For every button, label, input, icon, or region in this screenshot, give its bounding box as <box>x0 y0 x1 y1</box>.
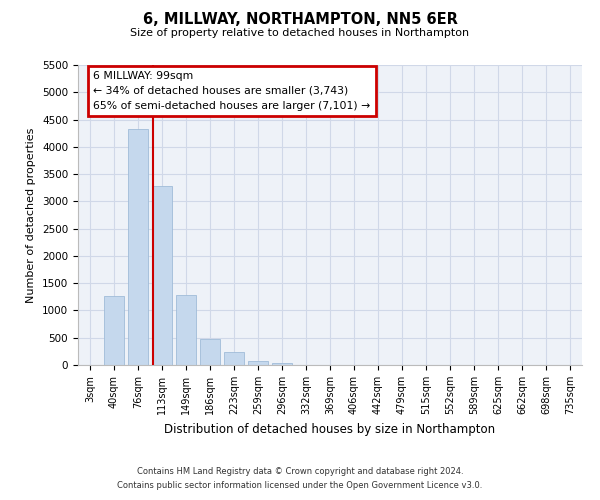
Bar <box>200 339 220 365</box>
Bar <box>224 352 244 365</box>
Text: 6, MILLWAY, NORTHAMPTON, NN5 6ER: 6, MILLWAY, NORTHAMPTON, NN5 6ER <box>143 12 457 28</box>
Bar <box>152 186 172 365</box>
Bar <box>272 362 292 365</box>
Y-axis label: Number of detached properties: Number of detached properties <box>26 128 37 302</box>
Text: Contains HM Land Registry data © Crown copyright and database right 2024.: Contains HM Land Registry data © Crown c… <box>137 467 463 476</box>
X-axis label: Distribution of detached houses by size in Northampton: Distribution of detached houses by size … <box>164 422 496 436</box>
Text: Size of property relative to detached houses in Northampton: Size of property relative to detached ho… <box>130 28 470 38</box>
Text: 6 MILLWAY: 99sqm
← 34% of detached houses are smaller (3,743)
65% of semi-detach: 6 MILLWAY: 99sqm ← 34% of detached house… <box>93 71 370 110</box>
Bar <box>176 294 196 365</box>
Bar <box>104 296 124 365</box>
Text: Contains public sector information licensed under the Open Government Licence v3: Contains public sector information licen… <box>118 481 482 490</box>
Bar <box>248 360 268 365</box>
Bar <box>128 129 148 365</box>
